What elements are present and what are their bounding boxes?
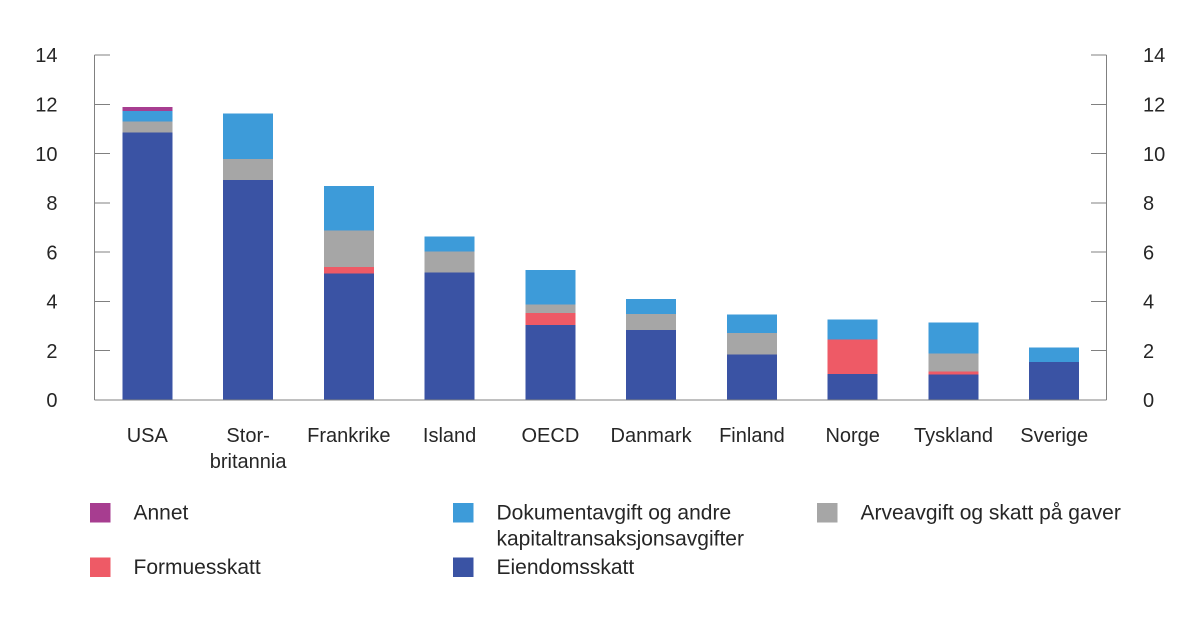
svg-text:6: 6: [1143, 242, 1154, 264]
svg-text:Dokumentavgift og andre: Dokumentavgift og andre: [497, 502, 732, 525]
svg-text:14: 14: [35, 45, 57, 67]
svg-text:12: 12: [35, 95, 57, 117]
svg-text:Frankrike: Frankrike: [307, 425, 390, 447]
svg-text:USA: USA: [127, 425, 169, 447]
svg-text:kapitaltransaksjonsavgifter: kapitaltransaksjonsavgifter: [497, 528, 744, 551]
svg-text:Tyskland: Tyskland: [914, 425, 993, 447]
svg-text:2: 2: [46, 341, 57, 363]
svg-text:6: 6: [46, 242, 57, 264]
svg-text:Eiendomsskatt: Eiendomsskatt: [497, 556, 635, 579]
svg-text:Formuesskatt: Formuesskatt: [134, 556, 261, 579]
svg-text:Sverige: Sverige: [1020, 425, 1088, 447]
svg-text:12: 12: [1143, 95, 1165, 117]
svg-text:Island: Island: [423, 425, 476, 447]
svg-text:0: 0: [1143, 390, 1154, 412]
svg-text:10: 10: [1143, 144, 1165, 166]
svg-text:Danmark: Danmark: [611, 425, 693, 447]
svg-text:4: 4: [46, 292, 57, 314]
svg-text:OECD: OECD: [522, 425, 580, 447]
svg-text:Norge: Norge: [825, 425, 879, 447]
svg-text:britannia: britannia: [210, 451, 288, 473]
svg-text:0: 0: [46, 390, 57, 412]
svg-text:Finland: Finland: [719, 425, 785, 447]
svg-text:10: 10: [35, 144, 57, 166]
svg-text:14: 14: [1143, 45, 1165, 67]
svg-text:Stor-: Stor-: [226, 425, 269, 447]
svg-text:8: 8: [1143, 193, 1154, 215]
svg-text:Arveavgift og skatt på gaver: Arveavgift og skatt på gaver: [861, 502, 1121, 525]
svg-text:2: 2: [1143, 341, 1154, 363]
svg-text:Annet: Annet: [134, 502, 189, 525]
svg-text:4: 4: [1143, 292, 1154, 314]
svg-text:8: 8: [46, 193, 57, 215]
